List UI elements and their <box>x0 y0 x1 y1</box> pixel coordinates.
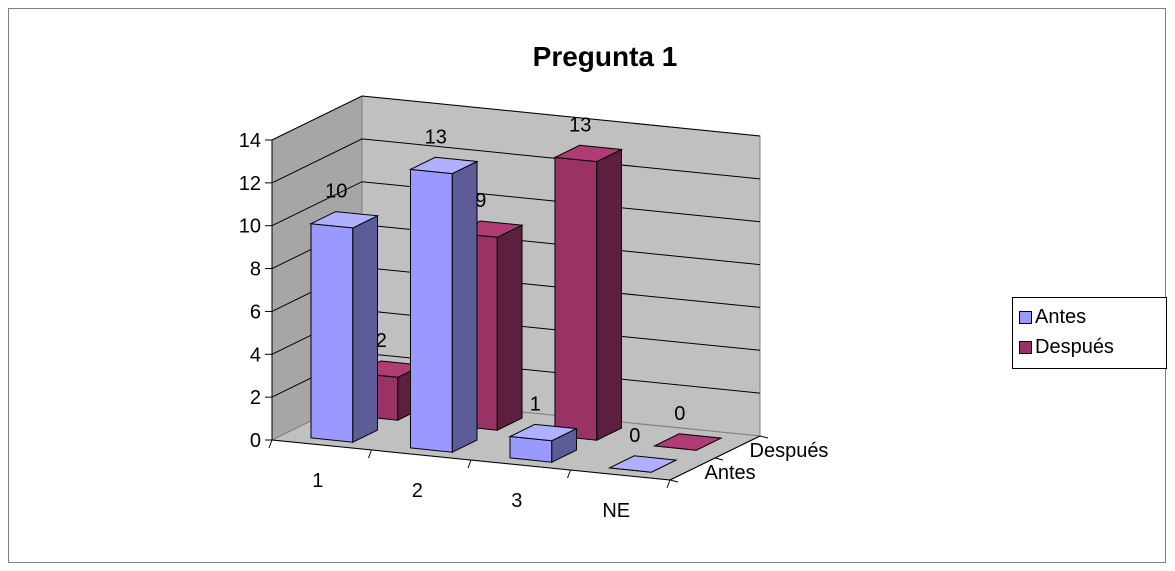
x-tick-label: 3 <box>511 490 522 512</box>
depth-tick-label: Después <box>750 440 829 462</box>
bar <box>553 144 624 442</box>
y-tick-label: 12 <box>239 173 261 195</box>
y-tick-label: 8 <box>250 259 261 281</box>
bar-top <box>408 156 479 175</box>
bar-top <box>508 423 579 442</box>
x-tick-label: 1 <box>312 470 323 492</box>
x-tick-label: NE <box>602 500 630 522</box>
y-tick-label: 2 <box>250 387 261 409</box>
x-tick-mark <box>666 479 671 489</box>
bar-top <box>607 455 678 473</box>
bar-side <box>451 160 478 454</box>
y-tick-label: 0 <box>250 430 261 452</box>
legend-item-despues: Después <box>1019 334 1114 360</box>
data-label: 10 <box>325 181 347 203</box>
data-label: 0 <box>674 403 685 425</box>
legend-item-antes: Antes <box>1019 304 1086 330</box>
legend-label-despues: Después <box>1035 335 1114 358</box>
y-tick-label: 14 <box>239 130 261 152</box>
depth-tick-mark <box>714 457 724 461</box>
x-tick-mark <box>268 439 273 449</box>
bar <box>309 211 380 444</box>
y-tick-label: 4 <box>250 344 261 366</box>
bar-front <box>410 168 453 453</box>
data-label: 0 <box>629 425 640 447</box>
bar-side <box>496 224 523 432</box>
bar <box>607 455 678 473</box>
legend-swatch-antes <box>1019 310 1032 324</box>
data-label: 13 <box>425 126 447 148</box>
y-tick-label: 6 <box>250 301 261 323</box>
x-tick-mark <box>567 469 571 479</box>
gridline <box>271 138 761 184</box>
data-label: 1 <box>530 394 541 416</box>
bar <box>652 433 723 451</box>
data-label: 9 <box>475 190 486 212</box>
x-tick-mark <box>368 449 372 459</box>
legend-label-antes: Antes <box>1035 305 1087 328</box>
gridline <box>271 181 761 227</box>
chart-title: Pregunta 1 <box>533 41 678 72</box>
gridline <box>271 95 761 141</box>
bar-front <box>310 223 354 443</box>
legend: Antes Después <box>1012 297 1167 369</box>
bar-side <box>352 214 378 444</box>
x-tick-mark <box>467 459 472 469</box>
data-label: 13 <box>569 114 591 136</box>
bars <box>309 144 723 473</box>
bar-top <box>309 211 380 229</box>
bar <box>508 423 579 464</box>
legend-swatch-despues <box>1019 340 1032 354</box>
y-tick-label: 10 <box>239 216 261 238</box>
x-tick-label: 2 <box>412 480 423 502</box>
bar-top <box>553 144 624 163</box>
bar-top <box>652 433 723 451</box>
depth-tick-mark <box>759 435 769 439</box>
bar-side <box>596 148 622 442</box>
depth-tick-label: Antes <box>705 462 756 484</box>
bar-front <box>554 156 598 441</box>
bar <box>408 156 479 454</box>
depth-tick-mark <box>669 479 679 483</box>
data-label: 2 <box>376 330 387 352</box>
